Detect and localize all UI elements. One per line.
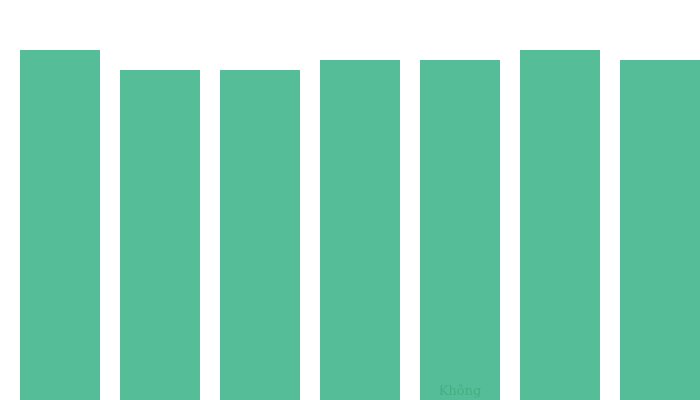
bars-layer [20,50,700,400]
bar-1 [120,70,200,400]
bar-0 [20,50,100,400]
bar-5 [520,50,600,400]
category-label-4: Không [439,384,482,399]
labels-layer: Không [439,384,482,399]
bar-3 [320,60,400,400]
bar-2 [220,70,300,400]
bar-6 [620,60,700,400]
bar-4 [420,60,500,400]
